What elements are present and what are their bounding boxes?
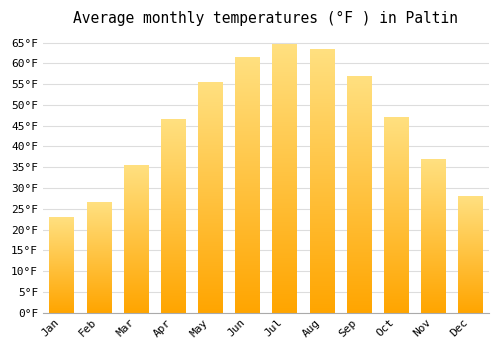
Title: Average monthly temperatures (°F ) in Paltin: Average monthly temperatures (°F ) in Pa…	[74, 11, 458, 26]
